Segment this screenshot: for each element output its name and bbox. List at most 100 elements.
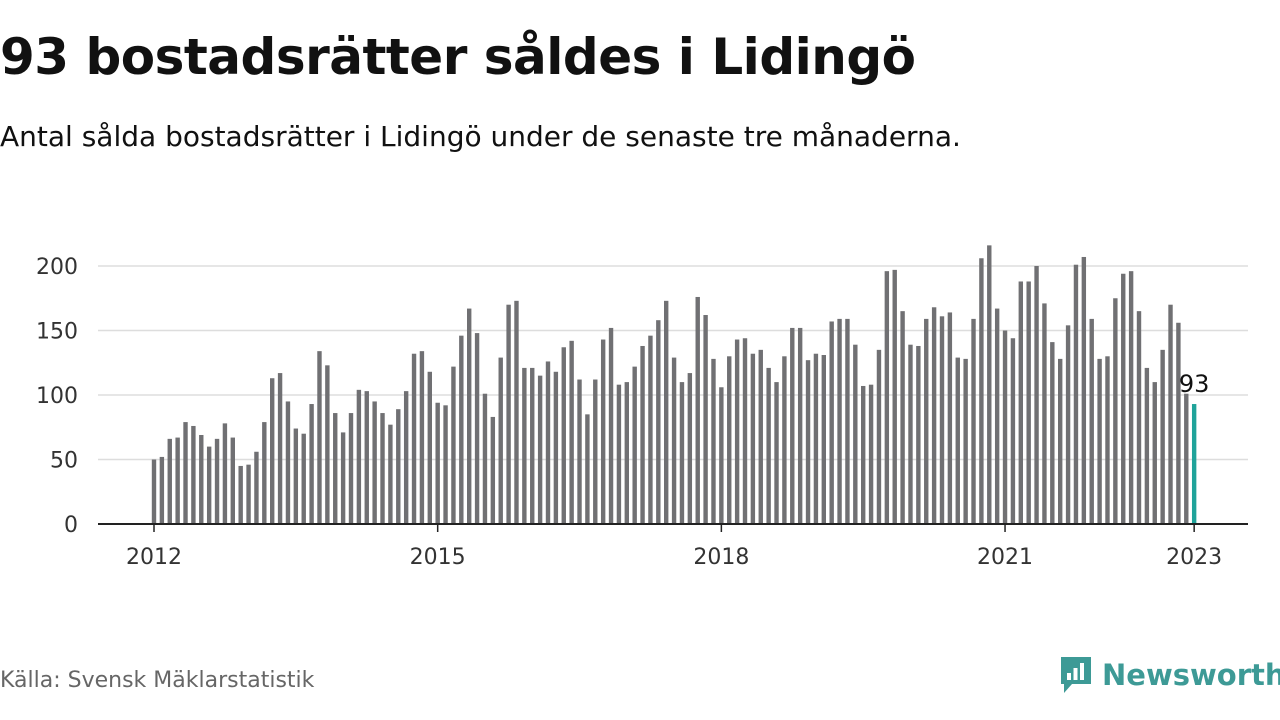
bar — [467, 308, 472, 524]
bar — [750, 353, 756, 524]
bar — [348, 413, 354, 524]
bar — [1136, 311, 1142, 524]
bar — [151, 459, 157, 524]
bar — [262, 422, 267, 524]
bar — [884, 271, 890, 524]
bar — [1073, 264, 1079, 524]
brand-name: Newsworthy — [1102, 658, 1280, 692]
bar — [1002, 330, 1008, 524]
bar — [987, 245, 992, 525]
bar — [734, 339, 740, 524]
bar — [1160, 349, 1165, 524]
bar — [916, 345, 921, 524]
bar — [569, 340, 574, 524]
bar — [1152, 382, 1157, 524]
bar — [1121, 273, 1126, 524]
bar — [782, 356, 787, 524]
bar — [593, 379, 598, 524]
bar — [537, 375, 543, 524]
bar — [679, 382, 685, 524]
bar — [514, 300, 519, 524]
bar — [388, 424, 393, 524]
bar — [695, 296, 700, 524]
bar — [868, 384, 874, 524]
x-tick-label: 2018 — [693, 545, 749, 570]
bar — [474, 333, 480, 524]
x-tick-label: 2015 — [410, 545, 466, 570]
bar — [1128, 271, 1134, 524]
bar — [396, 409, 401, 524]
bar — [206, 446, 212, 524]
bar — [616, 384, 622, 524]
bar — [1184, 393, 1189, 524]
bar-chart: 0 50 100 150 200 2012 2015 2018 2021 2023 93 — [36, 245, 1248, 570]
bar — [199, 434, 204, 524]
bar — [293, 428, 299, 524]
bar — [238, 465, 243, 524]
bar — [719, 387, 724, 524]
bar — [924, 318, 929, 524]
brand-logo[interactable]: Newsworthy — [1058, 654, 1280, 696]
page-subtitle: Antal sålda bostadsrätter i Lidingö unde… — [0, 120, 961, 153]
bar — [703, 315, 708, 524]
source-note: Källa: Svensk Mäklarstatistik — [0, 668, 315, 693]
bar — [671, 357, 677, 524]
newsworthy-logo-icon — [1061, 657, 1091, 693]
bar — [947, 312, 953, 524]
bar — [766, 367, 771, 524]
bar — [829, 321, 834, 524]
bar — [333, 413, 338, 524]
x-tick-label: 2021 — [977, 545, 1033, 570]
bar — [419, 351, 425, 524]
bar — [1065, 325, 1071, 524]
bar — [1113, 298, 1118, 524]
bar — [380, 413, 385, 524]
bars — [151, 245, 1197, 525]
bar — [939, 316, 945, 524]
bar — [931, 307, 937, 524]
bar — [727, 356, 732, 524]
bar — [1089, 318, 1094, 524]
bar — [853, 344, 858, 524]
bar — [545, 361, 551, 524]
bar — [632, 366, 637, 524]
bar — [309, 404, 314, 524]
bar — [1010, 338, 1016, 524]
bar — [230, 437, 235, 524]
bar — [876, 349, 882, 524]
bar — [277, 373, 283, 524]
bar — [963, 358, 968, 524]
bar — [1026, 281, 1031, 524]
bar — [1018, 281, 1023, 524]
bar — [506, 304, 511, 524]
bar — [1176, 322, 1181, 524]
bar — [861, 385, 866, 524]
y-tick-label: 50 — [50, 449, 78, 474]
bar — [648, 335, 653, 524]
bar — [624, 382, 629, 524]
bar — [1058, 358, 1063, 524]
y-tick-label: 200 — [36, 255, 78, 280]
bar — [1105, 356, 1110, 524]
bar — [1034, 266, 1039, 524]
bar — [372, 401, 377, 524]
bar — [159, 456, 165, 524]
x-tick-label: 2012 — [126, 545, 182, 570]
bar — [340, 432, 346, 524]
bar — [892, 269, 897, 524]
bar — [600, 339, 606, 524]
bar — [774, 382, 779, 524]
bar — [530, 367, 535, 524]
bar — [971, 318, 976, 524]
bar — [443, 405, 448, 524]
bar — [427, 371, 432, 524]
bar — [758, 349, 763, 524]
bar — [1097, 358, 1102, 524]
x-tick-label: 2023 — [1166, 545, 1222, 570]
bar — [490, 416, 496, 524]
x-axis-ticks: 2012 2015 2018 2021 2023 — [126, 524, 1222, 570]
bar — [687, 373, 693, 524]
bar — [790, 327, 795, 524]
bar — [640, 345, 645, 524]
bar — [356, 389, 362, 524]
